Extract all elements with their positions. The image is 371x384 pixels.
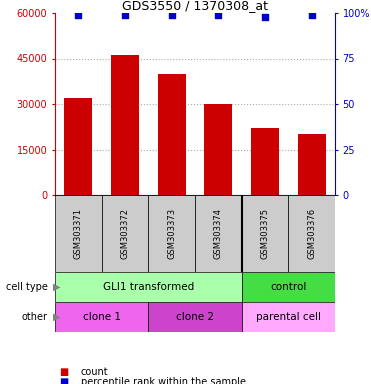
Text: GSM303375: GSM303375 — [260, 208, 269, 259]
Text: GLI1 transformed: GLI1 transformed — [103, 282, 194, 292]
Text: ▶: ▶ — [53, 282, 60, 292]
Point — [75, 12, 81, 18]
Bar — [148, 195, 195, 272]
Text: clone 1: clone 1 — [83, 312, 121, 322]
Bar — [242, 195, 288, 272]
Point — [309, 12, 315, 18]
Text: GSM303373: GSM303373 — [167, 208, 176, 259]
Bar — [242, 302, 335, 332]
Bar — [55, 272, 242, 302]
Text: other: other — [22, 312, 47, 322]
Text: ▶: ▶ — [53, 312, 60, 322]
Bar — [288, 195, 335, 272]
Bar — [55, 195, 102, 272]
Text: cell type: cell type — [6, 282, 47, 292]
Bar — [298, 134, 326, 195]
Bar — [195, 195, 242, 272]
Text: control: control — [270, 282, 306, 292]
Text: GSM303372: GSM303372 — [121, 208, 129, 259]
Text: count: count — [81, 367, 109, 377]
Point — [169, 12, 175, 18]
Bar — [64, 98, 92, 195]
Bar — [102, 195, 148, 272]
Point — [122, 12, 128, 18]
Text: ■: ■ — [59, 367, 68, 377]
Point — [262, 13, 268, 20]
Text: clone 2: clone 2 — [176, 312, 214, 322]
Text: percentile rank within the sample: percentile rank within the sample — [81, 377, 246, 384]
Title: GDS3550 / 1370308_at: GDS3550 / 1370308_at — [122, 0, 268, 12]
Bar — [158, 74, 186, 195]
Bar — [251, 128, 279, 195]
Text: ■: ■ — [59, 377, 68, 384]
Bar — [148, 302, 242, 332]
Point — [215, 12, 221, 18]
Text: GSM303376: GSM303376 — [307, 208, 316, 259]
Bar — [111, 55, 139, 195]
Text: GSM303371: GSM303371 — [74, 208, 83, 259]
Bar — [55, 302, 148, 332]
Bar — [204, 104, 232, 195]
Text: GSM303374: GSM303374 — [214, 208, 223, 259]
Text: parental cell: parental cell — [256, 312, 321, 322]
Bar — [242, 272, 335, 302]
